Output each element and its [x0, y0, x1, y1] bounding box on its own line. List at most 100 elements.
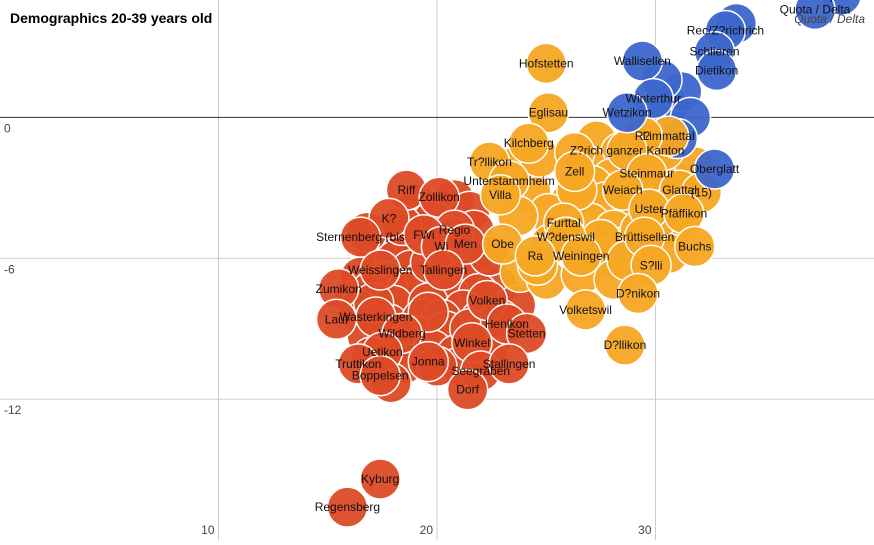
bubble-label: Stetten: [508, 326, 546, 340]
bubble-label: Oberglatt: [690, 162, 740, 176]
bubble-mid[interactable]: [525, 42, 567, 85]
bubble-mid[interactable]: [527, 91, 570, 134]
bubble-label: Wildberg: [378, 326, 425, 340]
bubble-label: Pfäffikon: [661, 207, 707, 221]
bubble-label: Buchs: [678, 240, 711, 254]
bubble-label: Tallingen: [420, 263, 467, 277]
bubble-label: Opfikon: [821, 0, 862, 2]
bubble-low[interactable]: [446, 368, 489, 411]
bubble-label: Winterthur: [626, 92, 681, 106]
bubble-low[interactable]: [326, 486, 369, 528]
bubble-label: Limmattal: [643, 129, 695, 143]
bubble-high[interactable]: [606, 91, 648, 134]
bubble-label: Lauf: [325, 312, 349, 326]
label-layer: OpfikonQuota / DeltaRec/Z?richrichSchlie…: [315, 0, 862, 514]
y-tick-label: -12: [4, 403, 22, 417]
bubble-label: Weiach: [603, 183, 643, 197]
bubble-mid[interactable]: [553, 150, 596, 193]
bubble-label: K?: [382, 211, 397, 225]
bubble-label: Henikon: [485, 317, 529, 331]
bubble-mid[interactable]: [479, 174, 522, 216]
bubble-label: Seegräben: [451, 364, 510, 378]
y-tick-label: 0: [4, 121, 11, 135]
bubble-label: Quota / Delta: [780, 2, 851, 16]
x-tick-label: 20: [420, 523, 434, 537]
bubble-mid[interactable]: [674, 225, 716, 268]
bubble-label: Riff: [398, 183, 416, 197]
bubble-label: Men: [454, 237, 477, 251]
bubble-mid[interactable]: [560, 235, 602, 277]
bubble-label: Stallingen: [483, 357, 536, 371]
bubble-label: FWi: [413, 228, 434, 242]
bubble-mid[interactable]: [617, 272, 659, 315]
bubble-mid[interactable]: [604, 324, 646, 366]
bubble-low[interactable]: [359, 458, 401, 500]
bubble-low[interactable]: [359, 354, 401, 397]
bubble-label: Volken: [469, 294, 505, 308]
bubble-high[interactable]: [693, 148, 736, 190]
bubble-label: Zollikon: [419, 190, 460, 204]
bubble-label: Weisslingen: [348, 263, 412, 277]
bubble-label: Glattal: [662, 183, 697, 197]
bubble-label: D?llikon: [604, 338, 647, 352]
bubble-label: Sternenberg (bis: [316, 230, 405, 244]
bubble-label: Tr?llikon: [467, 155, 512, 169]
bubble-label: Kyburg: [361, 472, 399, 486]
bubble-low[interactable]: [488, 343, 530, 385]
bubble-label: Truttikon: [335, 357, 381, 371]
bubble-layer: [315, 0, 862, 528]
bubble-low[interactable]: [422, 249, 465, 291]
bubble-label: R?: [635, 129, 651, 143]
bubble-label: Eglisau: [529, 106, 568, 120]
bubble-low[interactable]: [359, 249, 401, 291]
bubble-label: Wasterkingen: [339, 310, 412, 324]
x-tick-label: 10: [201, 523, 215, 537]
bubble-label: Ra: [528, 249, 544, 263]
bubble-label: Uster: [635, 202, 664, 216]
bubble-label: Z?rich ganzer Kanton: [570, 143, 685, 157]
bubble-mid[interactable]: [514, 235, 557, 277]
bubble-high[interactable]: [695, 49, 738, 92]
bubble-label: Weiningen: [553, 249, 609, 263]
bubble-label: Regio: [439, 223, 471, 237]
bubble-label: Rec/Z?richrich: [687, 24, 764, 38]
chart-title: Demographics 20-39 years old: [10, 10, 212, 26]
bubble-label: Boppelsen: [352, 369, 409, 383]
bubble-label: (15): [691, 186, 712, 200]
bubble-label: Zumikon: [316, 282, 362, 296]
bubble-mid[interactable]: [508, 122, 550, 164]
bubble-label: Uetikon: [362, 345, 403, 359]
bubble-low[interactable]: [407, 340, 450, 383]
bubble-label: Jonna: [412, 355, 445, 369]
bubble-label: Wallisellen: [614, 54, 671, 68]
bubble-label: Regensberg: [315, 500, 380, 514]
bubble-label: Dietikon: [695, 63, 738, 77]
bubble-label: S?lli: [640, 258, 663, 272]
tick-layer: 10 20 30 0 -6 -12: [4, 121, 652, 537]
bubble-label: Schlieren: [689, 45, 739, 59]
bubble-label: Unterstammheim: [463, 174, 554, 188]
bubble-label: Kilchberg: [504, 136, 554, 150]
x-tick-label: 30: [638, 523, 652, 537]
bubble-label: D?nikon: [616, 286, 660, 300]
bubble-label: Villa: [489, 188, 512, 202]
legend-label: Quota / Delta: [794, 12, 865, 26]
bubble-label: Hofstetten: [519, 56, 574, 70]
bubble-label: Volketswil: [559, 303, 612, 317]
bubble-mid[interactable]: [564, 289, 607, 331]
bubble-label: Zell: [565, 164, 584, 178]
bubble-label: Obe: [491, 237, 514, 251]
bubble-label: Steinmaur: [619, 167, 674, 181]
bubble-label: Furttal: [547, 216, 581, 230]
bubble-label: Winkel: [454, 336, 490, 350]
bubble-label: Wi: [434, 240, 448, 254]
bubble-low[interactable]: [339, 216, 382, 258]
bubble-label: Brüttisellen: [615, 230, 674, 244]
bubble-label: W?denswil: [537, 230, 595, 244]
bubble-high[interactable]: [794, 0, 836, 31]
bubble-label: Wetzikon: [603, 106, 652, 120]
bubble-label: Dorf: [456, 383, 479, 397]
y-tick-label: -6: [4, 262, 15, 276]
